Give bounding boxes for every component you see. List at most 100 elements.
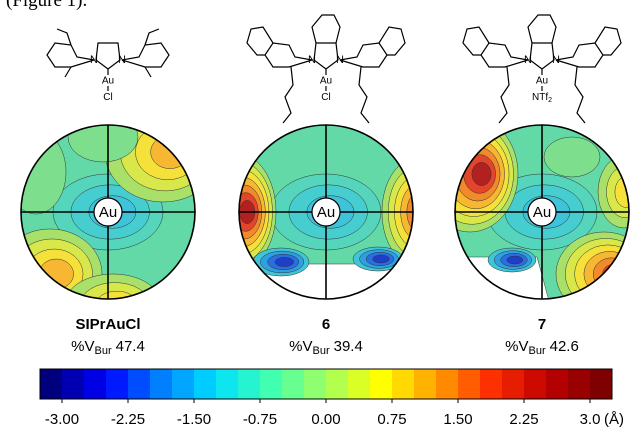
colorbar-tick-label: -0.75: [243, 411, 277, 428]
imidazolylidene-ring: [313, 42, 339, 70]
vbur: %VBur 39.4: [289, 338, 363, 357]
butyl-chain: [498, 66, 510, 124]
aryl-ring: [264, 42, 313, 68]
aryl-ring: [46, 42, 95, 68]
pendant-aryl: [246, 26, 274, 56]
vbur-prefix: %V: [289, 338, 312, 355]
ligand-subscript: 2: [548, 97, 552, 104]
atom-label: N: [308, 54, 316, 66]
colorbar-tick-label: -2.25: [111, 411, 145, 428]
contour: [471, 162, 492, 186]
ligand: Cl: [321, 92, 330, 103]
center-disc: [93, 197, 123, 227]
center-label: Au: [99, 204, 117, 221]
atom-label: N: [524, 54, 532, 66]
imidazolylidene-ring: [95, 42, 121, 70]
colorbar-block: [546, 369, 569, 399]
colorbar-block: [304, 369, 327, 399]
contour: [96, 290, 138, 299]
colorbar-block: [62, 369, 85, 399]
ligand: NTf: [532, 92, 548, 103]
colorbar-block: [106, 369, 129, 399]
colorbar-block: [84, 369, 107, 399]
atom-label: NTf2: [532, 92, 552, 104]
colorbar-tick-label: 3.0: [580, 411, 601, 428]
colorbar-unit: (Å): [604, 411, 624, 428]
colorbar-block: [216, 369, 239, 399]
colorbar-block: [260, 369, 283, 399]
colorbar-block: [568, 369, 591, 399]
center-disc: [527, 197, 557, 227]
colorbar-tick-label: -3.00: [45, 411, 79, 428]
contour: [412, 199, 413, 225]
vbur-value: 47.4: [116, 338, 145, 355]
contour: [592, 257, 629, 291]
butyl-chain: [282, 66, 294, 124]
colorbar-tick-label: 0.75: [377, 411, 406, 428]
atom-label: Cl: [321, 92, 330, 103]
contour: [602, 264, 625, 284]
vbur: %VBur 47.4: [71, 338, 145, 357]
colorbar-block: [370, 369, 393, 399]
compound-label: 6: [322, 316, 330, 333]
aryl-ring: [555, 42, 604, 68]
center-disc: [311, 197, 341, 227]
contour: [67, 125, 139, 163]
colorbar-tick-label: -1.50: [177, 411, 211, 428]
colorbar-block: [524, 369, 547, 399]
vbur-value: 39.4: [334, 338, 363, 355]
vbur-prefix: %V: [505, 338, 528, 355]
vbur-subscript: Bur: [95, 345, 112, 357]
colorbar-block: [128, 369, 151, 399]
center-label: Au: [533, 204, 551, 221]
compound-label: SIPrAuCl: [75, 316, 140, 333]
contour: [274, 257, 294, 267]
atom-label: N: [90, 54, 98, 66]
contour: [543, 136, 601, 178]
compound-label: 7: [538, 316, 546, 333]
atom-label: N: [552, 54, 560, 66]
map-outline: [238, 124, 414, 300]
colorbar-block: [590, 369, 613, 399]
vbur-subscript: Bur: [529, 345, 546, 357]
vbur: %VBur 42.6: [505, 338, 579, 357]
colorbar-block: [172, 369, 195, 399]
pendant-aryl: [378, 26, 406, 56]
isopropyl: [56, 28, 72, 78]
pendant-aryl: [462, 26, 490, 56]
colorbar-block: [326, 369, 349, 399]
map-outline: [20, 124, 196, 300]
colorbar-block: [392, 369, 415, 399]
vbur-subscript: Bur: [313, 345, 330, 357]
colorbar-block: [458, 369, 481, 399]
colorbar-block: [150, 369, 173, 399]
contour: [506, 255, 524, 265]
colorbar-block: [348, 369, 371, 399]
colorbar-block: [480, 369, 503, 399]
isopropyl: [144, 28, 160, 78]
aryl-ring: [480, 42, 529, 68]
benzo-ring: [311, 14, 341, 44]
contour: [38, 258, 74, 290]
atom-label: N: [336, 54, 344, 66]
colorbar-block: [238, 369, 261, 399]
colorbar-block: [194, 369, 217, 399]
contour: [21, 129, 67, 215]
pendant-aryl: [594, 26, 622, 56]
atom-label: Au: [536, 76, 548, 87]
molecule: [46, 28, 170, 91]
molecule: [246, 14, 406, 124]
atom-label: Au: [320, 76, 332, 87]
molecule: [462, 14, 622, 124]
header-text: (Figure 1).: [6, 0, 87, 11]
colorbar-tick-label: 1.50: [443, 411, 472, 428]
imidazolylidene-ring: [529, 42, 555, 70]
atom-label: Cl: [103, 92, 112, 103]
colorbar-block: [282, 369, 305, 399]
colorbar-block: [414, 369, 437, 399]
vbur-value: 42.6: [550, 338, 579, 355]
benzo-ring: [527, 14, 557, 44]
butyl-chain: [358, 66, 370, 124]
atom-label: Au: [102, 76, 114, 87]
